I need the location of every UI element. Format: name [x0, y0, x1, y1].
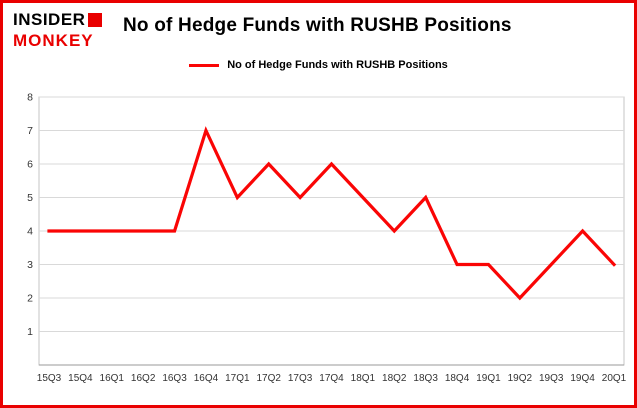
y-tick-label: 3: [27, 259, 33, 271]
x-tick-label: 16Q3: [162, 373, 187, 384]
x-tick-label: 19Q2: [508, 373, 533, 384]
legend-label: No of Hedge Funds with RUSHB Positions: [227, 59, 448, 71]
y-tick-label: 4: [27, 226, 33, 238]
y-tick-label: 2: [27, 293, 33, 305]
x-tick-label: 17Q1: [225, 373, 250, 384]
x-tick-label: 18Q1: [351, 373, 376, 384]
x-tick-label: 17Q2: [256, 373, 281, 384]
logo-line1: INSIDER: [13, 10, 121, 30]
chart-legend: No of Hedge Funds with RUSHB Positions: [3, 59, 634, 71]
logo-monkey-text: MONKEY: [13, 31, 94, 50]
x-tick-label: 18Q3: [413, 373, 438, 384]
x-tick-label: 19Q4: [570, 373, 595, 384]
chart-plot-area: 1 2 3 4 5 6 7 8 15Q3 15Q4 16Q1 16Q2 16Q3 16Q4 17Q1 17Q2…: [27, 92, 627, 385]
x-tick-label: 16Q2: [131, 373, 156, 384]
line-chart: 1 2 3 4 5 6 7 8 15Q3 15Q4 16Q1 16Q2 16Q3 16Q4 17Q1 17Q2…: [3, 87, 634, 405]
monkey-logo-mark-icon: [88, 13, 103, 27]
x-tick-label: 17Q3: [288, 373, 313, 384]
x-tick-label: 19Q3: [539, 373, 564, 384]
y-tick-label: 6: [27, 159, 33, 171]
legend-line-sample-icon: [189, 63, 220, 67]
x-tick-label: 15Q3: [37, 373, 62, 384]
x-tick-label: 18Q2: [382, 373, 407, 384]
y-tick-label: 7: [27, 125, 33, 137]
chart-header: INSIDER MONKEY No of Hedge Funds with RU…: [3, 3, 634, 87]
x-tick-label: 20Q1: [602, 373, 627, 384]
x-tick-label: 19Q1: [476, 373, 501, 384]
series-line: [47, 126, 617, 301]
y-tick-label: 5: [27, 192, 33, 204]
y-tick-label: 8: [27, 92, 33, 104]
x-tick-label: 18Q4: [445, 373, 470, 384]
x-tick-label: 16Q1: [100, 373, 125, 384]
logo-insider-text: INSIDER: [13, 10, 86, 29]
x-tick-label: 16Q4: [194, 373, 219, 384]
x-tick-label: 17Q4: [319, 373, 344, 384]
page-title: No of Hedge Funds with RUSHB Positions: [123, 15, 512, 36]
insider-monkey-logo: INSIDER MONKEY: [13, 10, 121, 51]
y-tick-label: 1: [27, 326, 33, 338]
x-tick-label: 15Q4: [68, 373, 93, 384]
